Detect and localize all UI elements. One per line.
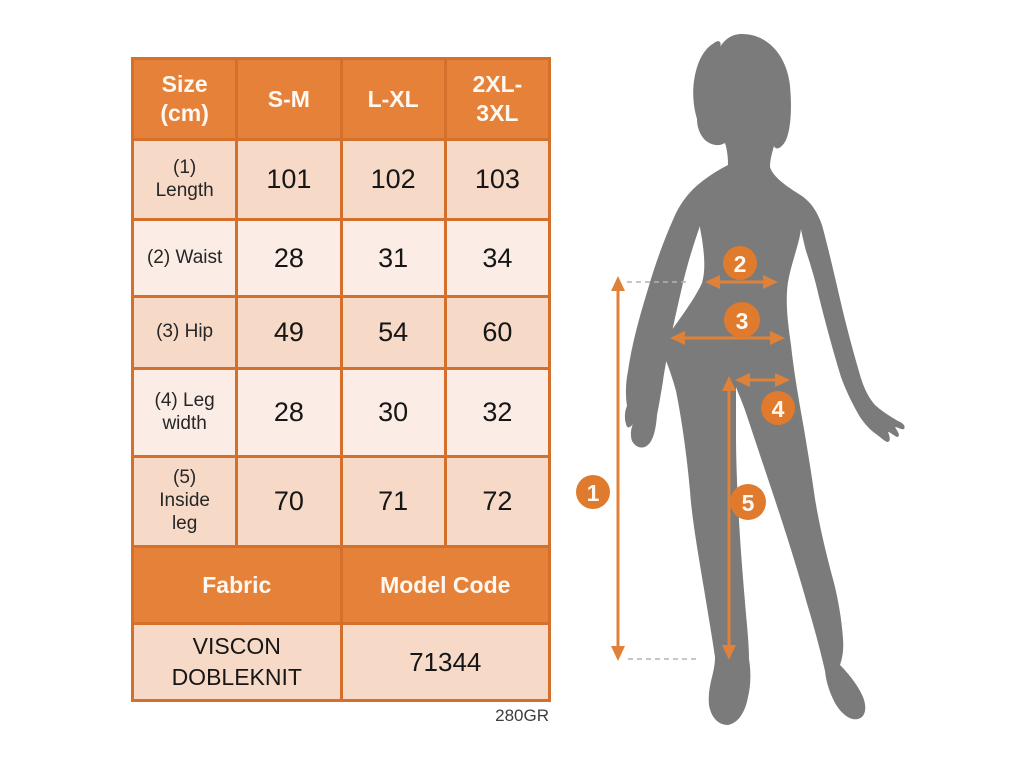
model-code-header: Model Code xyxy=(342,548,548,622)
svg-text:5: 5 xyxy=(742,490,755,516)
row-label-leg-width: (4) Leg width xyxy=(134,370,236,455)
marker-1: 1 xyxy=(576,475,610,509)
value-length-sm: 101 xyxy=(238,141,340,218)
value-waist-sm: 28 xyxy=(238,221,340,295)
measurement-arrow-inside-leg xyxy=(722,376,736,660)
row-label-hip: (3) Hip xyxy=(134,298,236,367)
measurement-arrow-waist xyxy=(705,275,778,289)
value-hip-xxl: 60 xyxy=(446,298,548,367)
measurement-arrow-leg-width xyxy=(735,373,790,387)
value-leg-width-lxl: 30 xyxy=(342,370,444,455)
svg-text:4: 4 xyxy=(772,396,785,422)
measurement-diagram: 1 2 3 4 5 xyxy=(576,34,905,725)
col-header-size: Size (cm) xyxy=(134,60,236,138)
marker-2: 2 xyxy=(723,246,757,280)
value-inside-leg-xxl: 72 xyxy=(446,458,548,545)
value-length-xxl: 103 xyxy=(446,141,548,218)
value-leg-width-xxl: 32 xyxy=(446,370,548,455)
value-inside-leg-sm: 70 xyxy=(238,458,340,545)
measurement-arrow-length xyxy=(611,276,625,661)
fabric-header: Fabric xyxy=(134,548,340,622)
marker-4: 4 xyxy=(761,391,795,425)
value-leg-width-sm: 28 xyxy=(238,370,340,455)
marker-3: 3 xyxy=(724,302,760,338)
col-header-sm: S-M xyxy=(238,60,340,138)
measurement-arrow-hip xyxy=(670,331,785,345)
row-label-inside-leg: (5) Inside leg xyxy=(134,458,236,545)
value-waist-lxl: 31 xyxy=(342,221,444,295)
col-header-lxl: L-XL xyxy=(342,60,444,138)
col-header-2xl3xl: 2XL- 3XL xyxy=(446,60,548,138)
fabric-weight-note: 280GR xyxy=(495,706,549,725)
svg-text:1: 1 xyxy=(587,480,600,506)
value-inside-leg-lxl: 71 xyxy=(342,458,444,545)
svg-text:2: 2 xyxy=(734,251,747,277)
value-hip-sm: 49 xyxy=(238,298,340,367)
row-label-length: (1) Length xyxy=(134,141,236,218)
fabric-value: VISCON DOBLEKNIT xyxy=(134,625,340,699)
size-table: Size (cm) S-M L-XL 2XL- 3XL (1) Length 1… xyxy=(131,57,551,702)
model-code-value: 71344 xyxy=(342,625,548,699)
marker-5: 5 xyxy=(730,484,766,520)
value-waist-xxl: 34 xyxy=(446,221,548,295)
svg-text:3: 3 xyxy=(736,308,749,334)
row-label-waist: (2) Waist xyxy=(134,221,236,295)
value-length-lxl: 102 xyxy=(342,141,444,218)
value-hip-lxl: 54 xyxy=(342,298,444,367)
